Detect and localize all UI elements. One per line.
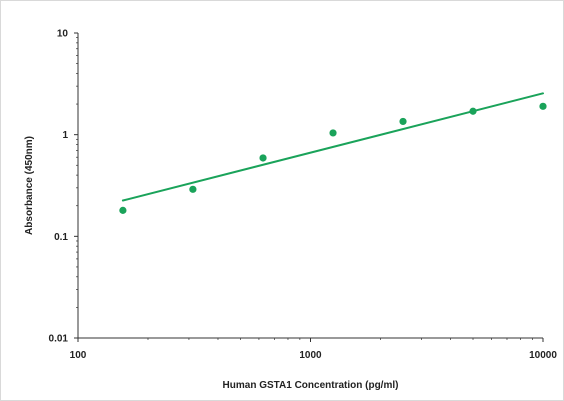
data-point xyxy=(329,129,337,137)
y-tick-label: 0.01 xyxy=(49,334,69,345)
data-point xyxy=(259,154,267,162)
x-ticks: 100 1000 10000 xyxy=(70,338,557,361)
y-tick-label: 1 xyxy=(62,130,68,141)
data-point xyxy=(469,107,477,115)
data-points xyxy=(119,102,547,214)
y-tick-label: 10 xyxy=(57,29,69,40)
y-tick-label: 0.1 xyxy=(54,232,68,243)
data-point xyxy=(189,185,197,193)
x-tick-label: 10000 xyxy=(529,350,557,361)
x-axis-title: Human GSTA1 Concentration (pg/ml) xyxy=(223,380,399,391)
data-point xyxy=(119,206,127,214)
data-point xyxy=(399,117,407,126)
y-axis-title: Absorbance (450nm) xyxy=(24,136,35,235)
trendline xyxy=(121,92,544,202)
x-tick-label: 1000 xyxy=(299,350,322,361)
data-point xyxy=(539,102,547,110)
x-tick-label: 100 xyxy=(70,350,87,361)
y-ticks: 10 1 0.1 0.01 xyxy=(49,29,78,345)
trendline-group xyxy=(121,92,544,202)
axes xyxy=(77,33,543,339)
